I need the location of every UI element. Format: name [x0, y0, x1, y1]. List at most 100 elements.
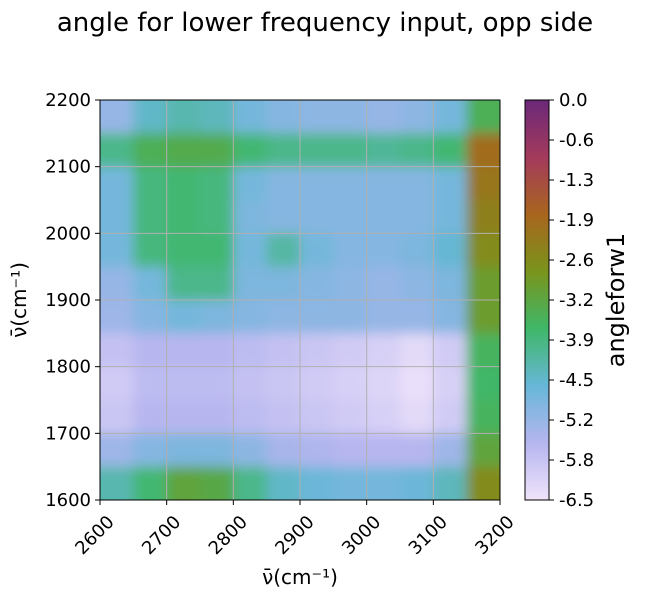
heatmap-cell: [466, 166, 500, 201]
heatmap-cell: [333, 233, 368, 268]
heatmap-cell: [400, 366, 434, 401]
heatmap-cell: [166, 400, 201, 434]
y-tick-label: 2200: [45, 90, 91, 111]
heatmap-cell: [266, 266, 301, 301]
heatmap-cell: [433, 433, 468, 468]
heatmap-cell: [300, 333, 334, 368]
heatmap-cell: [433, 300, 468, 334]
heatmap-cell: [133, 366, 168, 401]
heatmap-cell: [400, 200, 434, 234]
heatmap-cell: [200, 433, 234, 468]
heatmap-cell: [400, 400, 434, 434]
heatmap-cell: [233, 300, 268, 334]
chart-title: angle for lower frequency input, opp sid…: [56, 8, 594, 38]
y-tick-label: 2100: [45, 157, 91, 178]
heatmap-cell: [433, 466, 468, 500]
heatmap-cell: [266, 200, 301, 234]
heatmap-cell: [200, 133, 234, 168]
heatmap-cell: [366, 333, 401, 368]
heatmap-cell: [200, 200, 234, 234]
colorbar-tick-label: -2.6: [559, 250, 594, 271]
heatmap-cell: [166, 100, 201, 134]
x-tick-label: 2700: [138, 512, 185, 559]
colorbar-tick-label: -6.5: [559, 490, 594, 511]
heatmap-cell: [400, 100, 434, 134]
colorbar-tick-label: -3.9: [559, 330, 594, 351]
colorbar-tick-label: -5.2: [559, 410, 594, 431]
heatmap-cell: [133, 100, 168, 134]
heatmap-cell: [100, 366, 134, 401]
heatmap-cell: [200, 300, 234, 334]
heatmap-cell: [233, 333, 268, 368]
heatmap-cell: [233, 233, 268, 268]
heatmap-cell: [400, 133, 434, 168]
heatmap-cell: [100, 166, 134, 201]
heatmap-cell: [366, 266, 401, 301]
heatmap-cells: [100, 100, 500, 500]
heatmap-cell: [466, 466, 500, 500]
heatmap-cell: [333, 200, 368, 234]
heatmap-cell: [233, 466, 268, 500]
heatmap-cell: [133, 200, 168, 234]
heatmap-cell: [366, 366, 401, 401]
heatmap-cell: [433, 333, 468, 368]
heatmap-cell: [433, 166, 468, 201]
heatmap-cell: [266, 166, 301, 201]
heatmap-cell: [400, 300, 434, 334]
colorbar-tick-label: -4.5: [559, 370, 594, 391]
heatmap-cell: [166, 466, 201, 500]
heatmap-cell: [433, 400, 468, 434]
heatmap-cell: [400, 466, 434, 500]
heatmap-cell: [166, 300, 201, 334]
heatmap-cell: [400, 166, 434, 201]
heatmap-cell: [433, 200, 468, 234]
heatmap-cell: [100, 233, 134, 268]
colorbar-ticks: 0.0 -0.6 -1.3 -1.9 -2.6 -3.2 -3.9 -4.5 -5.2 -5.8 -…: [549, 90, 594, 511]
colorbar-tick-label: -0.6: [559, 130, 594, 151]
heatmap-cell: [100, 133, 134, 168]
x-tick-label: 2900: [271, 512, 318, 559]
heatmap-cell: [133, 433, 168, 468]
x-tick-label: 2600: [71, 512, 118, 559]
heatmap-cell: [300, 266, 334, 301]
heatmap-cell: [433, 233, 468, 268]
heatmap-cell: [166, 333, 201, 368]
heatmap-cell: [266, 400, 301, 434]
colorbar-tick-label: -5.8: [559, 450, 594, 471]
heatmap-cell: [300, 133, 334, 168]
heatmap-cell: [466, 400, 500, 434]
x-tick-label: 3100: [405, 512, 452, 559]
heatmap-cell: [300, 433, 334, 468]
heatmap-cell: [266, 333, 301, 368]
heatmap-cell: [466, 433, 500, 468]
heatmap-cell: [100, 466, 134, 500]
heatmap-cell: [333, 366, 368, 401]
heatmap-cell: [100, 400, 134, 434]
heatmap-cell: [366, 466, 401, 500]
x-tick-label: 3000: [338, 512, 385, 559]
heatmap-cell: [366, 300, 401, 334]
x-tick-label: 2800: [205, 512, 252, 559]
heatmap-cell: [133, 333, 168, 368]
heatmap-cell: [233, 200, 268, 234]
heatmap-cell: [466, 233, 500, 268]
heatmap-cell: [266, 366, 301, 401]
heatmap-cell: [300, 200, 334, 234]
heatmap-cell: [200, 166, 234, 201]
heatmap-cell: [333, 133, 368, 168]
heatmap-cell: [466, 366, 500, 401]
heatmap-cell: [100, 433, 134, 468]
heatmap-cell: [333, 266, 368, 301]
heatmap-cell: [333, 300, 368, 334]
heatmap-cell: [100, 266, 134, 301]
heatmap-cell: [433, 133, 468, 168]
heatmap-cell: [266, 133, 301, 168]
y-tick-label: 1700: [45, 423, 91, 444]
heatmap-cell: [166, 266, 201, 301]
heatmap-cell: [200, 400, 234, 434]
y-tick-label: 1900: [45, 290, 91, 311]
heatmap-cell: [433, 266, 468, 301]
y-axis: 1600 1700 1800 1900 2000 2100 2200: [45, 90, 100, 511]
heatmap-cell: [400, 433, 434, 468]
